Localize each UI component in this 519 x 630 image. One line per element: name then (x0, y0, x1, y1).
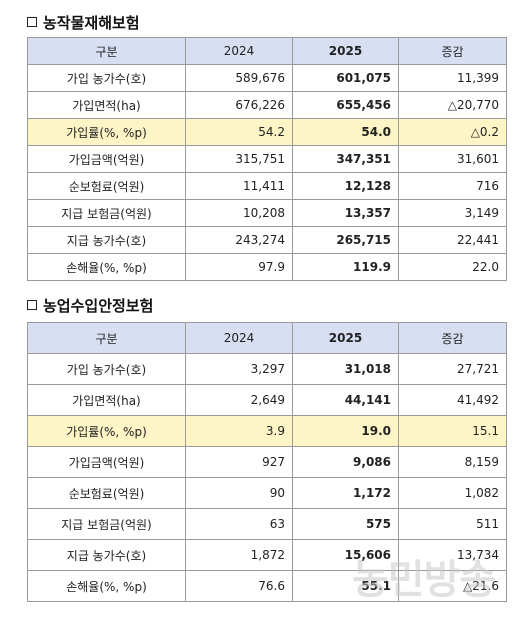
value-2024-cell: 1,872 (185, 539, 293, 571)
table-header-row: 구분 2024 2025 증감 (27, 37, 507, 65)
value-2025-cell: 347,351 (292, 145, 399, 173)
table-row: 가입 농가수(호) 589,676 601,075 11,399 (27, 64, 507, 92)
column-header: 2025 (292, 37, 399, 65)
change-cell: 3,149 (398, 199, 507, 227)
value-2025-cell: 19.0 (292, 415, 399, 447)
table-row: 순보험료(억원) 11,411 12,128 716 (27, 172, 507, 200)
value-2025-cell: 655,456 (292, 91, 399, 119)
value-2024-cell: 315,751 (185, 145, 293, 173)
value-2025-cell: 31,018 (292, 353, 399, 385)
value-2024-cell: 2,649 (185, 384, 293, 416)
table-row: 지급 보험금(억원) 63 575 511 (27, 508, 507, 540)
value-2024-cell: 10,208 (185, 199, 293, 227)
value-2025-cell: 575 (292, 508, 399, 540)
value-2024-cell: 63 (185, 508, 293, 540)
column-header: 증감 (398, 322, 507, 354)
table-row: 가입 농가수(호) 3,297 31,018 27,721 (27, 353, 507, 385)
value-2024-cell: 676,226 (185, 91, 293, 119)
change-cell: 22.0 (398, 253, 507, 281)
table-row: 가입금액(억원) 927 9,086 8,159 (27, 446, 507, 478)
section-title-text: 농작물재해보험 (43, 13, 140, 32)
row-label-cell: 가입 농가수(호) (27, 64, 186, 92)
table-row: 순보험료(억원) 90 1,172 1,082 (27, 477, 507, 509)
value-2025-cell: 119.9 (292, 253, 399, 281)
checkbox-square-icon (27, 17, 37, 27)
section-title-crop-insurance: 농작물재해보험 (27, 12, 140, 32)
change-cell: 716 (398, 172, 507, 200)
row-label-cell: 가입금액(억원) (27, 145, 186, 173)
value-2024-cell: 927 (185, 446, 293, 478)
value-2025-cell: 1,172 (292, 477, 399, 509)
row-label-cell: 순보험료(억원) (27, 172, 186, 200)
value-2024-cell: 589,676 (185, 64, 293, 92)
column-header: 구분 (27, 37, 186, 65)
value-2024-cell: 90 (185, 477, 293, 509)
value-2025-cell: 601,075 (292, 64, 399, 92)
value-2024-cell: 3.9 (185, 415, 293, 447)
row-label-cell: 가입률(%, %p) (27, 118, 186, 146)
row-label-cell: 가입금액(억원) (27, 446, 186, 478)
change-cell: 22,441 (398, 226, 507, 254)
change-cell: 13,734 (398, 539, 507, 571)
change-cell: 41,492 (398, 384, 507, 416)
row-label-cell: 지급 보험금(억원) (27, 508, 186, 540)
change-cell: 1,082 (398, 477, 507, 509)
table-row: 손해율(%, %p) 76.6 55.1 △21.6 (27, 570, 507, 602)
value-2025-cell: 54.0 (292, 118, 399, 146)
change-cell: 11,399 (398, 64, 507, 92)
row-label-cell: 지급 농가수(호) (27, 539, 186, 571)
change-cell: △20,770 (398, 91, 507, 119)
value-2025-cell: 13,357 (292, 199, 399, 227)
change-cell: △21.6 (398, 570, 507, 602)
row-label-cell: 가입 농가수(호) (27, 353, 186, 385)
value-2024-cell: 54.2 (185, 118, 293, 146)
column-header: 구분 (27, 322, 186, 354)
value-2025-cell: 55.1 (292, 570, 399, 602)
column-header: 증감 (398, 37, 507, 65)
column-header: 2024 (185, 322, 293, 354)
table-row: 가입금액(억원) 315,751 347,351 31,601 (27, 145, 507, 173)
table-row: 가입면적(ha) 2,649 44,141 41,492 (27, 384, 507, 416)
change-cell: △0.2 (398, 118, 507, 146)
row-label-cell: 순보험료(억원) (27, 477, 186, 509)
change-cell: 8,159 (398, 446, 507, 478)
table-row: 가입면적(ha) 676,226 655,456 △20,770 (27, 91, 507, 119)
value-2025-cell: 44,141 (292, 384, 399, 416)
value-2025-cell: 9,086 (292, 446, 399, 478)
row-label-cell: 가입면적(ha) (27, 384, 186, 416)
value-2024-cell: 76.6 (185, 570, 293, 602)
table-row: 가입률(%, %p) 3.9 19.0 15.1 (27, 415, 507, 447)
crop-insurance-table: 구분 2024 2025 증감 가입 농가수(호) 589,676 601,075 11,39… (27, 37, 507, 281)
change-cell: 31,601 (398, 145, 507, 173)
value-2025-cell: 265,715 (292, 226, 399, 254)
section-title-income-insurance: 농업수입안정보험 (27, 295, 153, 315)
column-header: 2024 (185, 37, 293, 65)
change-cell: 511 (398, 508, 507, 540)
income-insurance-table: 구분 2024 2025 증감 가입 농가수(호) 3,297 31,018 27,721 가입… (27, 322, 507, 602)
column-header: 2025 (292, 322, 399, 354)
value-2025-cell: 12,128 (292, 172, 399, 200)
table-row: 지급 농가수(호) 243,274 265,715 22,441 (27, 226, 507, 254)
row-label-cell: 지급 보험금(억원) (27, 199, 186, 227)
watermark-logo: 농민방송 (352, 557, 496, 603)
row-label-cell: 가입률(%, %p) (27, 415, 186, 447)
row-label-cell: 지급 농가수(호) (27, 226, 186, 254)
table-row: 가입률(%, %p) 54.2 54.0 △0.2 (27, 118, 507, 146)
value-2024-cell: 97.9 (185, 253, 293, 281)
value-2024-cell: 3,297 (185, 353, 293, 385)
value-2024-cell: 243,274 (185, 226, 293, 254)
table-row: 손해율(%, %p) 97.9 119.9 22.0 (27, 253, 507, 281)
table-header-row: 구분 2024 2025 증감 (27, 322, 507, 354)
row-label-cell: 손해율(%, %p) (27, 570, 186, 602)
row-label-cell: 손해율(%, %p) (27, 253, 186, 281)
change-cell: 15.1 (398, 415, 507, 447)
table-row: 지급 보험금(억원) 10,208 13,357 3,149 (27, 199, 507, 227)
section-title-text: 농업수입안정보험 (43, 296, 154, 315)
value-2024-cell: 11,411 (185, 172, 293, 200)
row-label-cell: 가입면적(ha) (27, 91, 186, 119)
change-cell: 27,721 (398, 353, 507, 385)
checkbox-square-icon (27, 300, 37, 310)
